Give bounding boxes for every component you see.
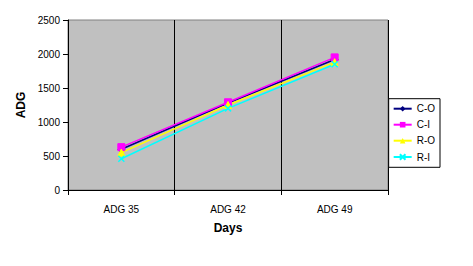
svg-text:0: 0 — [54, 185, 60, 196]
svg-text:ADG 42: ADG 42 — [210, 204, 246, 215]
svg-text:R-I: R-I — [417, 152, 430, 163]
svg-text:1000: 1000 — [38, 117, 61, 128]
svg-text:500: 500 — [43, 151, 60, 162]
svg-text:2000: 2000 — [38, 49, 61, 60]
svg-text:ADG 35: ADG 35 — [104, 204, 140, 215]
svg-text:C-O: C-O — [417, 103, 436, 114]
svg-text:1500: 1500 — [38, 83, 61, 94]
svg-text:ADG 49: ADG 49 — [317, 204, 353, 215]
svg-text:R-O: R-O — [417, 135, 436, 146]
svg-text:Days: Days — [214, 221, 243, 235]
svg-text:C-I: C-I — [417, 119, 430, 130]
svg-text:2500: 2500 — [38, 15, 61, 26]
svg-text:ADG: ADG — [14, 92, 28, 119]
